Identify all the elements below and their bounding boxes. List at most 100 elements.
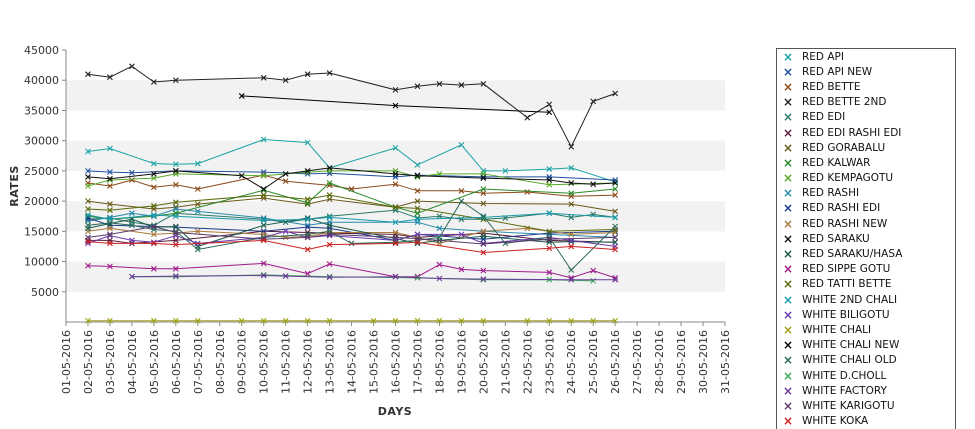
data-point <box>524 114 531 121</box>
data-point <box>194 208 201 215</box>
data-point <box>480 233 487 240</box>
data-point <box>85 262 91 269</box>
data-point <box>194 186 201 192</box>
data-point <box>260 272 267 279</box>
data-point <box>107 219 113 226</box>
data-point <box>150 175 157 182</box>
data-point <box>304 216 311 223</box>
legend-marker-icon: × <box>783 95 794 110</box>
legend-item: × WHITE CHALI NEW <box>777 338 955 353</box>
data-point <box>436 261 443 268</box>
data-point <box>546 181 553 188</box>
legend-label: RED GORABALU <box>802 141 886 154</box>
data-point <box>194 317 201 324</box>
data-point <box>107 201 113 208</box>
data-point <box>480 190 487 197</box>
data-point <box>436 317 443 324</box>
data-point <box>414 161 421 168</box>
legend-item: × WHITE KARIGOTU <box>777 398 955 413</box>
data-point <box>480 317 487 324</box>
data-point <box>326 232 333 239</box>
data-point <box>458 142 465 148</box>
y-axis-title: RATES <box>8 165 21 207</box>
data-point <box>107 263 113 270</box>
x-tick-label: 24-05-2016 <box>565 330 578 394</box>
data-point <box>326 241 333 248</box>
legend-item: × WHITE FACTORY <box>777 383 955 398</box>
data-point <box>172 265 179 272</box>
series-line <box>87 239 616 254</box>
data-point <box>392 102 399 109</box>
data-point <box>238 317 245 324</box>
data-point <box>107 175 113 182</box>
legend-item: × WHITE CHALI <box>777 322 955 337</box>
data-point <box>612 234 619 241</box>
legend-label: RED EDI <box>802 111 846 124</box>
legend-label: WHITE CHALI <box>802 323 872 336</box>
data-point <box>107 240 113 247</box>
data-point <box>612 180 619 186</box>
data-point <box>392 204 399 211</box>
data-point <box>546 269 553 276</box>
legend-item: × RED EDI RASHI EDI <box>777 125 955 140</box>
data-point <box>85 213 91 220</box>
data-point <box>480 214 487 221</box>
data-point <box>436 171 443 177</box>
legend-marker-icon: × <box>783 247 794 262</box>
y-axis-ticks: 5000 10000 15000 20000 25000 30000 35000 40000 4… <box>24 44 66 299</box>
data-point <box>458 266 465 273</box>
series-red-saraku <box>85 164 619 192</box>
data-point <box>568 190 575 197</box>
data-point <box>436 234 443 241</box>
data-point <box>282 273 289 279</box>
x-tick-label: 02-05-2016 <box>82 330 95 394</box>
data-point <box>392 317 399 324</box>
data-point <box>370 317 377 324</box>
data-point <box>414 205 421 212</box>
data-point <box>326 222 333 229</box>
legend-marker-icon: × <box>783 262 794 277</box>
y-tick-label: 20000 <box>24 195 59 208</box>
data-point <box>480 276 487 282</box>
data-point <box>260 186 267 192</box>
legend-item: × RED RASHI EDI <box>777 201 955 216</box>
series-white-chali <box>85 317 619 324</box>
data-point <box>524 189 531 195</box>
series-line <box>131 274 616 281</box>
legend-marker-icon: × <box>783 49 794 64</box>
legend-label: WHITE CHALI OLD <box>802 354 897 367</box>
data-point <box>172 223 179 230</box>
data-point <box>304 234 311 241</box>
data-point <box>612 192 619 198</box>
data-point <box>282 228 289 235</box>
data-point <box>414 216 421 223</box>
data-point <box>480 200 487 207</box>
legend-marker-icon: × <box>783 171 794 186</box>
legend-marker-icon: × <box>783 292 794 307</box>
y-tick-label: 30000 <box>24 135 59 148</box>
series-line <box>87 174 616 197</box>
y-tick-label: 45000 <box>24 44 59 57</box>
data-point <box>480 171 487 177</box>
x-tick-label: 19-05-2016 <box>455 330 468 394</box>
data-point <box>480 241 487 247</box>
legend-item: × WHITE BILIGOTU <box>777 307 955 322</box>
data-point <box>612 214 619 221</box>
data-point <box>85 183 91 189</box>
x-tick-label: 31-05-2016 <box>719 330 732 394</box>
data-point <box>392 171 399 177</box>
data-point <box>612 223 619 230</box>
data-point <box>502 240 509 247</box>
data-point <box>129 237 135 244</box>
legend-item: × RED BETTE <box>777 79 955 94</box>
series-line <box>87 170 616 181</box>
series-white-2nd-chali <box>85 210 619 226</box>
legend-marker-icon: × <box>783 79 794 94</box>
x-tick-label: 17-05-2016 <box>411 330 424 394</box>
series-line <box>87 225 616 245</box>
x-tick-label: 06-05-2016 <box>170 330 183 394</box>
data-point <box>590 181 597 188</box>
data-point <box>348 240 355 247</box>
x-tick-label: 03-05-2016 <box>104 330 117 394</box>
legend-item: × RED KALWAR <box>777 155 955 170</box>
